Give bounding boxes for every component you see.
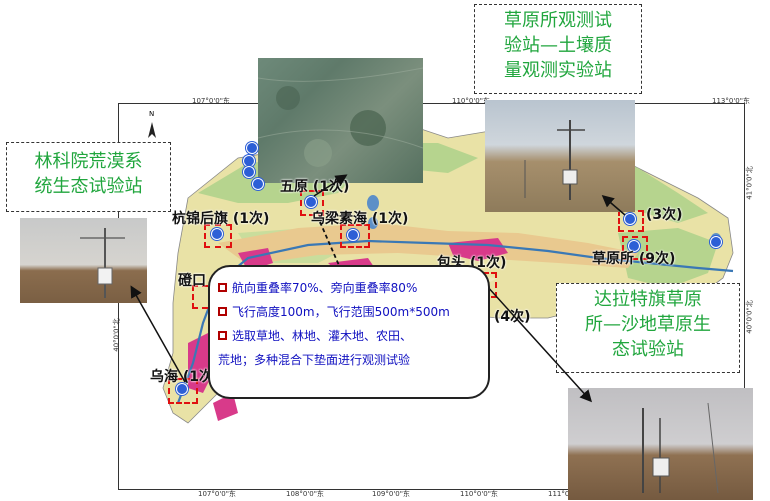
site-box (300, 190, 324, 216)
lon-tick-top: 110°0'0"东 (452, 97, 490, 105)
north-label: N (149, 110, 155, 118)
site-label-caoyuansuo: 草原所 (9次) (592, 251, 676, 267)
site-dot (347, 229, 359, 241)
lon-tick-bottom: 107°0'0"东 (198, 490, 236, 498)
lon-tick-top: 113°0'0"东 (712, 97, 750, 105)
lon-tick-bottom: 111°0'0"东 (548, 490, 586, 498)
callout-linkeyuan: 林科院荒漠系 统生态试验站 (6, 142, 171, 212)
site-dot (176, 383, 188, 395)
site-dot (252, 178, 264, 190)
callout-caoyuansuo-station: 草原所观测试 验站—土壤质 量观测实验站 (474, 4, 642, 94)
north-arrow-icon (143, 118, 161, 142)
lon-tick-bottom: 109°0'0"东 (372, 490, 410, 498)
site-dot (710, 236, 722, 248)
site-label-hangjinhouqi: 杭锦后旗 (1次) (172, 211, 270, 227)
lon-tick-bottom: 108°0'0"东 (286, 490, 324, 498)
flight-parameters-box: 航向重叠率70%、旁向重叠率80% 飞行高度100m，飞行范围500m*500m… (208, 265, 490, 399)
lon-tick-bottom: 110°0'0"东 (460, 490, 498, 498)
site-box (204, 224, 232, 248)
info-line: 航向重叠率70%、旁向重叠率80% (218, 275, 488, 299)
site-dot (305, 196, 317, 208)
site-dot (628, 240, 640, 252)
lon-tick-top: 107°0'0"东 (192, 97, 230, 105)
site-box (340, 224, 370, 248)
info-line: 选取草地、林地、灌木地、农田、 (218, 323, 488, 347)
site-box (622, 236, 648, 260)
site-count-baotou-2: (4次) (494, 309, 531, 325)
square-bullet-icon (218, 330, 227, 340)
info-line: 飞行高度100m，飞行范围500m*500m (218, 299, 488, 323)
callout-dalate: 达拉特旗草原 所—沙地草原生 态试验站 (556, 283, 740, 373)
site-label-wulatehai: 乌梁素海 (1次) (311, 211, 409, 227)
square-bullet-icon (218, 306, 227, 316)
site-dot (243, 166, 255, 178)
site-dot (246, 142, 258, 154)
station-photo-dalate (568, 388, 753, 500)
site-count-top: (3次) (646, 207, 683, 223)
station-photo-caoyuansuo (485, 100, 635, 212)
site-label-dengkou: 磴口 (178, 273, 206, 289)
square-bullet-icon (218, 282, 227, 292)
station-photo-linkeyuan (20, 218, 147, 303)
info-line: 荒地；多种混合下垫面进行观测试验 (218, 352, 411, 367)
site-dot (624, 213, 636, 225)
site-dot (211, 228, 223, 240)
satellite-image (258, 58, 423, 183)
